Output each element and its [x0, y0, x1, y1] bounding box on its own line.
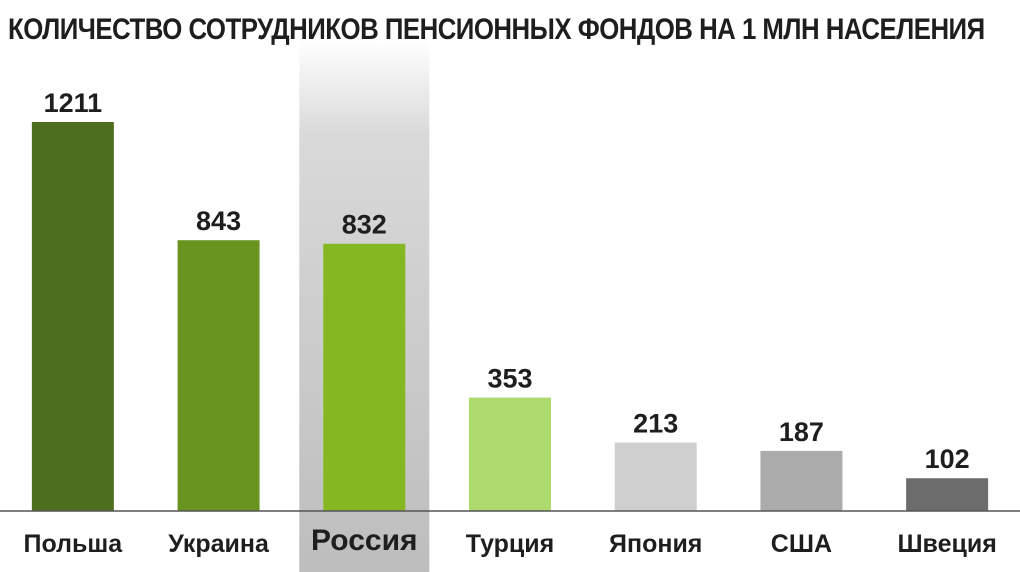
bar-value-label: 213 [633, 409, 678, 439]
bar-2 [177, 240, 260, 511]
page-title: КОЛИЧЕСТВО СОТРУДНИКОВ ПЕНСИОННЫХ ФОНДОВ… [8, 13, 985, 46]
category-label: Украина [168, 530, 270, 558]
bar-value-label: 187 [779, 417, 824, 447]
bar-3 [323, 243, 406, 511]
category-label: Польша [24, 530, 124, 558]
bar-6 [760, 450, 843, 511]
bar-value-label: 353 [487, 364, 532, 394]
category-label: Россия [311, 524, 418, 557]
bar-4 [469, 397, 551, 511]
bar-value-label: 102 [925, 444, 970, 474]
category-label: Турция [466, 530, 555, 558]
bar-value-label: 832 [342, 210, 387, 240]
bar-value-label: 1211 [44, 88, 103, 118]
bar-value-label: 843 [196, 206, 241, 236]
category-label: Швеция [897, 530, 996, 558]
category-label: США [771, 530, 832, 558]
bar-1 [31, 122, 114, 511]
bar-5 [614, 442, 697, 511]
bar-7 [906, 478, 989, 511]
category-label: Япония [609, 530, 702, 558]
